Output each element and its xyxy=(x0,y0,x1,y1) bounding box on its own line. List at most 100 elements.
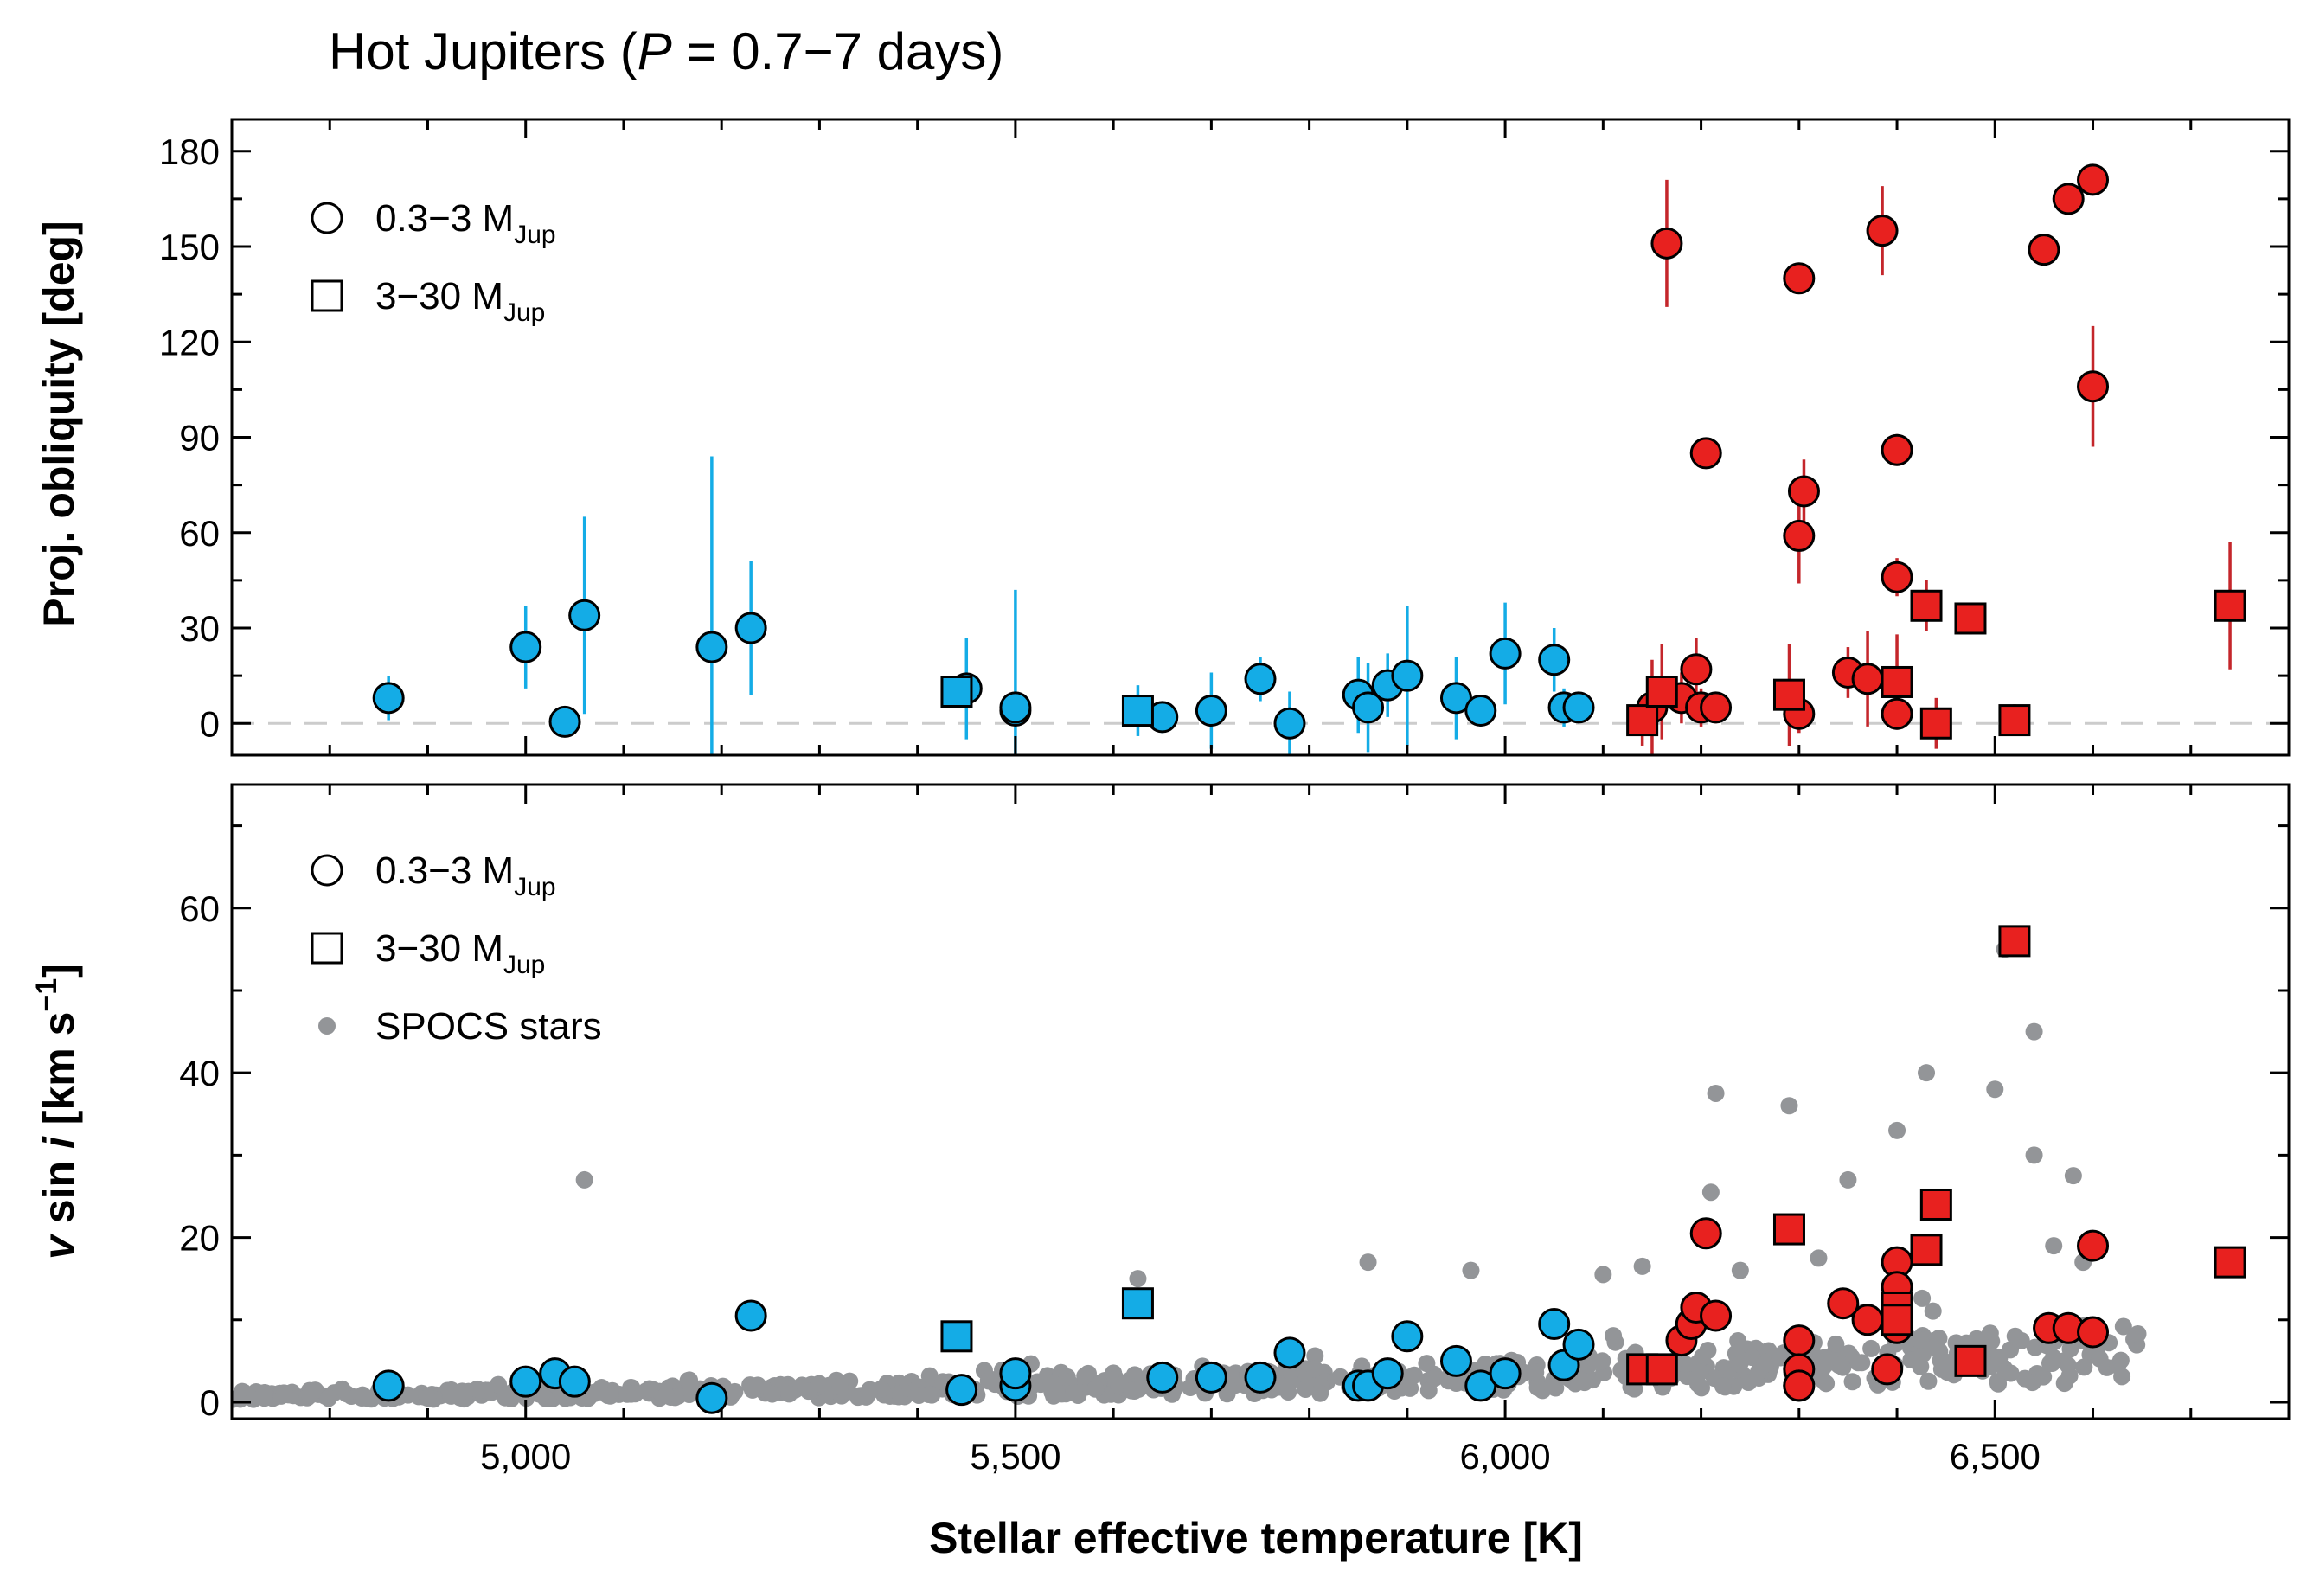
spocs-star-point xyxy=(1076,1367,1094,1385)
legend-label: 0.3−3 MJup xyxy=(375,849,556,901)
planet-point-square xyxy=(1626,704,1659,737)
ylabel-sup: −1 xyxy=(30,978,63,1012)
spocs-star-point xyxy=(1086,1380,1105,1398)
spocs-star-point xyxy=(1981,1324,1999,1343)
spocs-star-point xyxy=(1418,1355,1436,1373)
y-tick-label: 180 xyxy=(159,131,220,172)
spocs-star-point xyxy=(831,1377,849,1395)
spocs-star-point xyxy=(920,1367,939,1385)
title-part: = 0.7−7 days) xyxy=(672,22,1004,80)
spocs-star-point xyxy=(2129,1324,2147,1343)
spocs-star-point xyxy=(1182,1378,1200,1396)
spocs-star-point xyxy=(749,1376,767,1394)
spocs-star-point xyxy=(1919,1372,1938,1390)
y-tick-label: 0 xyxy=(200,1382,220,1423)
planet-point-circle xyxy=(1827,1287,1860,1320)
spocs-star-point xyxy=(1306,1347,1324,1365)
planet-point-circle xyxy=(1439,682,1472,715)
spocs-star-point xyxy=(1731,1261,1749,1279)
spocs-star-point xyxy=(1888,1121,1906,1139)
spocs-star-point xyxy=(726,1382,744,1401)
planet-point-circle xyxy=(1871,1353,1904,1386)
planet-point-circle xyxy=(2077,370,2110,403)
spocs-star-point xyxy=(1701,1183,1720,1202)
planet-point-circle xyxy=(2077,163,2110,196)
spocs-star-point xyxy=(1305,1360,1323,1378)
spocs-star-point xyxy=(1218,1385,1236,1403)
y-axis-title-vsini: v sin i [km s−1] xyxy=(30,964,83,1259)
spocs-star-point xyxy=(1528,1379,1547,1397)
spocs-star-point xyxy=(453,1382,471,1401)
x-tick-label: 6,000 xyxy=(1460,1436,1551,1477)
spocs-star-point xyxy=(2023,1374,2041,1392)
y-tick-label: 60 xyxy=(179,888,220,929)
planet-point-circle xyxy=(1489,637,1522,670)
legend-label-sub: Jup xyxy=(514,873,555,901)
spocs-star-point xyxy=(1573,1371,1592,1389)
planet-point-circle xyxy=(1680,653,1713,686)
planet-point-circle xyxy=(548,705,581,738)
planet-point-circle xyxy=(1391,659,1424,692)
planet-point-circle xyxy=(1195,1361,1227,1394)
planet-point-square xyxy=(940,1320,973,1353)
spocs-star-point xyxy=(1918,1064,1936,1082)
planet-point-square xyxy=(2214,589,2246,622)
spocs-star-point xyxy=(1989,1373,2007,1391)
spocs-star-point xyxy=(1123,1381,1141,1400)
spocs-star-point xyxy=(255,1384,273,1402)
legend-label-main: 3−30 M xyxy=(375,927,503,970)
ylabel-part: sin xyxy=(35,1149,83,1235)
spocs-star-point xyxy=(1849,1354,1868,1372)
title-part: Hot Jupiters ( xyxy=(329,22,638,80)
spocs-star-point xyxy=(1829,1356,1848,1375)
planet-point-circle xyxy=(2028,234,2060,266)
spocs-star-point xyxy=(1426,1369,1444,1388)
planet-point-circle xyxy=(1371,1357,1404,1390)
planet-point-circle xyxy=(1464,695,1497,727)
planet-point-circle xyxy=(1866,215,1899,247)
ylabel-part: ] xyxy=(35,964,83,978)
planet-point-circle xyxy=(1562,691,1595,724)
spocs-star-point xyxy=(763,1385,781,1403)
spocs-star-point xyxy=(640,1380,658,1398)
spocs-star-point xyxy=(1925,1331,1943,1349)
planet-point-circle xyxy=(1538,1308,1571,1341)
legend-label-main: SPOCS stars xyxy=(375,1005,602,1048)
planet-point-circle xyxy=(1273,1336,1306,1369)
x-tick-label: 5,000 xyxy=(480,1436,571,1477)
y-tick-label: 20 xyxy=(179,1218,220,1259)
legend-label-main: 0.3−3 M xyxy=(375,849,514,892)
planet-point-circle xyxy=(1700,1299,1733,1332)
spocs-star-point xyxy=(1839,1170,1857,1189)
spocs-star-point xyxy=(1771,1348,1789,1366)
spocs-star-point xyxy=(1756,1356,1774,1374)
legend-label: SPOCS stars xyxy=(375,1005,602,1048)
spocs-star-point xyxy=(799,1382,817,1401)
spocs-star-point xyxy=(1699,1342,1717,1360)
planet-point-circle xyxy=(372,682,405,715)
spocs-star-point xyxy=(2114,1317,2132,1336)
y-tick-label: 0 xyxy=(200,703,220,744)
spocs-star-point xyxy=(354,1386,372,1404)
x-tick-label: 6,500 xyxy=(1950,1436,2041,1477)
spocs-star-point xyxy=(1544,1377,1562,1395)
planet-point-square xyxy=(1772,678,1805,711)
y-axis-title-obliquity: Proj. obliquity [deg] xyxy=(35,221,83,626)
spocs-star-point xyxy=(1605,1327,1623,1345)
plot-area xyxy=(232,163,2289,755)
spocs-star-point xyxy=(575,1170,593,1189)
planet-point-circle xyxy=(1783,519,1816,552)
spocs-star-point xyxy=(1359,1253,1377,1272)
spocs-star-point xyxy=(2025,1146,2043,1164)
planet-point-circle xyxy=(1244,663,1277,695)
spocs-star-point xyxy=(1129,1270,1147,1288)
spocs-star-point xyxy=(1913,1289,1932,1307)
planet-point-circle xyxy=(1881,697,1913,730)
spocs-star-point xyxy=(1990,1349,2009,1367)
planet-point-circle xyxy=(695,631,728,663)
chart-title: Hot Jupiters (P = 0.7−7 days) xyxy=(329,22,1003,80)
spocs-star-point xyxy=(1731,1356,1749,1374)
planet-point-square xyxy=(1919,1188,1952,1221)
planet-point-circle xyxy=(1146,1361,1179,1394)
